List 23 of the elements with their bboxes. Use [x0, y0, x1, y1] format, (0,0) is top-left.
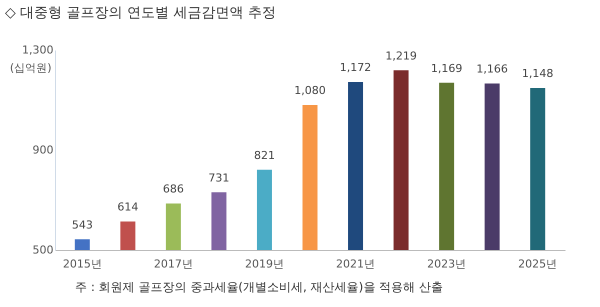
data-label: 543 — [72, 218, 93, 232]
data-label: 686 — [162, 182, 184, 196]
text: 주 : 회원제 골프장의 중과세율(개별소비세, 재산세율)을 적용해 산출 — [75, 280, 443, 294]
data-label: 1,148 — [522, 67, 554, 80]
data-label: 1,172 — [340, 61, 372, 74]
chart-title: ◇ 대중형 골프장의 연도별 세금감면액 추정 — [5, 5, 276, 21]
x-tick-label: 2021년 — [336, 258, 376, 270]
data-label: 614 — [117, 200, 138, 214]
y-axis-title: (십억원) — [10, 62, 52, 74]
data-label: 731 — [208, 171, 230, 184]
data-label: 1,166 — [476, 62, 508, 76]
x-tick-label: 2015년 — [62, 258, 102, 270]
data-label: 821 — [254, 148, 275, 162]
y-tick-label: 1,300 — [22, 44, 54, 56]
data-label: 1,219 — [385, 49, 417, 62]
x-tick-label: 2019년 — [244, 258, 284, 270]
y-tick-label: 900 — [32, 144, 54, 156]
x-tick-label: 2025년 — [518, 258, 558, 270]
data-label: 1,169 — [430, 62, 462, 75]
x-tick-label: 2017년 — [154, 258, 193, 270]
data-label: 1,080 — [294, 84, 326, 97]
x-tick-label: 2023년 — [427, 258, 466, 270]
y-tick-label: 500 — [32, 244, 54, 256]
